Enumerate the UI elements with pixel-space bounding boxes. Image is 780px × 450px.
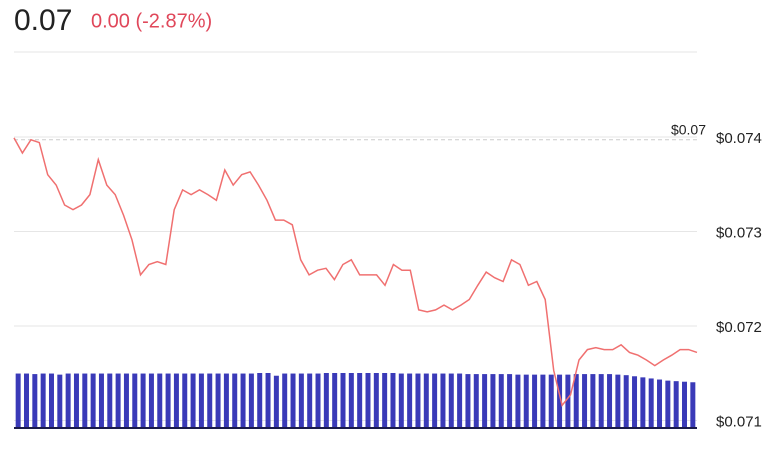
volume-bar: [282, 373, 288, 428]
volume-bar: [315, 373, 321, 428]
volume-bar: [23, 373, 29, 428]
volume-bar: [57, 374, 63, 428]
volume-bar: [540, 374, 546, 428]
volume-bar: [15, 373, 21, 428]
volume-bar: [582, 374, 588, 428]
price-line: [13, 137, 698, 407]
volume-bar: [207, 373, 213, 428]
volume-bar: [473, 374, 479, 428]
volume-bar: [365, 373, 371, 428]
volume-bar: [673, 381, 679, 428]
volume-bar: [173, 373, 179, 428]
volume-bar: [523, 374, 529, 428]
volume-bar: [140, 373, 146, 428]
volume-bar: [348, 373, 354, 428]
y-tick-label: $0.072: [716, 319, 762, 336]
volume-bar: [182, 373, 188, 428]
reference-label: $0.07: [671, 121, 706, 137]
volume-bar: [332, 373, 338, 428]
volume-bar: [132, 373, 138, 428]
volume-bar: [448, 373, 454, 428]
volume-bar: [248, 373, 254, 428]
volume-bar: [648, 378, 654, 428]
volume-bar: [607, 374, 613, 428]
volume-bar: [615, 374, 621, 428]
volume-bar: [298, 373, 304, 428]
volume-bar: [273, 375, 279, 428]
volume-bar: [415, 373, 421, 428]
volume-bar: [265, 373, 271, 428]
volume-bar: [40, 373, 46, 428]
volume-bar: [323, 373, 329, 428]
volume-bar: [232, 373, 238, 428]
volume-bar: [382, 373, 388, 428]
volume-bar: [640, 377, 646, 428]
volume-bar: [290, 373, 296, 428]
price: 0.07: [14, 4, 72, 37]
volume-bar: [423, 373, 429, 428]
volume-bar: [148, 373, 154, 428]
volume-bar: [432, 373, 438, 428]
volume-bar: [257, 373, 263, 428]
volume-bar: [115, 373, 121, 428]
volume-bar: [548, 374, 554, 428]
volume-bar: [357, 373, 363, 428]
y-tick-label: $0.073: [716, 224, 762, 241]
volume-bar: [507, 374, 513, 428]
volume-bar: [223, 373, 229, 428]
volume-bar: [98, 373, 104, 428]
volume-bar: [482, 374, 488, 428]
volume-bar: [340, 373, 346, 428]
volume-bar: [48, 373, 54, 428]
volume-bar: [240, 373, 246, 428]
volume-bar: [682, 381, 688, 428]
volume-bar: [165, 373, 171, 428]
volume-bar: [390, 373, 396, 428]
volume-bar: [32, 374, 38, 428]
volume-bar: [457, 373, 463, 428]
volume-bar: [623, 375, 629, 428]
volume-bar: [307, 373, 313, 428]
volume-bar: [532, 374, 538, 428]
volume-bar: [598, 374, 604, 428]
volume-bar: [82, 373, 88, 428]
volume-bar: [398, 373, 404, 428]
volume-bar: [590, 374, 596, 428]
volume-bar: [123, 373, 129, 428]
y-tick-label: $0.071: [716, 413, 762, 430]
volume-bar: [215, 373, 221, 428]
volume-bar: [498, 374, 504, 428]
volume-bar: [65, 373, 71, 428]
volume-bar: [465, 374, 471, 428]
volume-bar: [565, 374, 571, 428]
volume-bar: [90, 373, 96, 428]
volume-bar: [665, 380, 671, 428]
volume-bar: [557, 374, 563, 428]
volume-bar: [190, 373, 196, 428]
volume-bar: [573, 374, 579, 428]
volume-bar: [73, 373, 79, 428]
volume-bar: [657, 379, 663, 428]
volume-bar: [515, 374, 521, 428]
price-change: 0.00 (-2.87%): [91, 10, 212, 32]
volume-bar: [107, 373, 113, 428]
volume-bar: [373, 373, 379, 428]
volume-bar: [157, 373, 163, 428]
volume-bar: [407, 373, 413, 428]
volume-bar: [198, 373, 204, 428]
y-tick-label: $0.074: [716, 130, 762, 147]
volume-bar: [632, 376, 638, 428]
volume-bar: [490, 374, 496, 428]
volume-bar: [690, 382, 696, 428]
volume-bar: [440, 373, 446, 428]
